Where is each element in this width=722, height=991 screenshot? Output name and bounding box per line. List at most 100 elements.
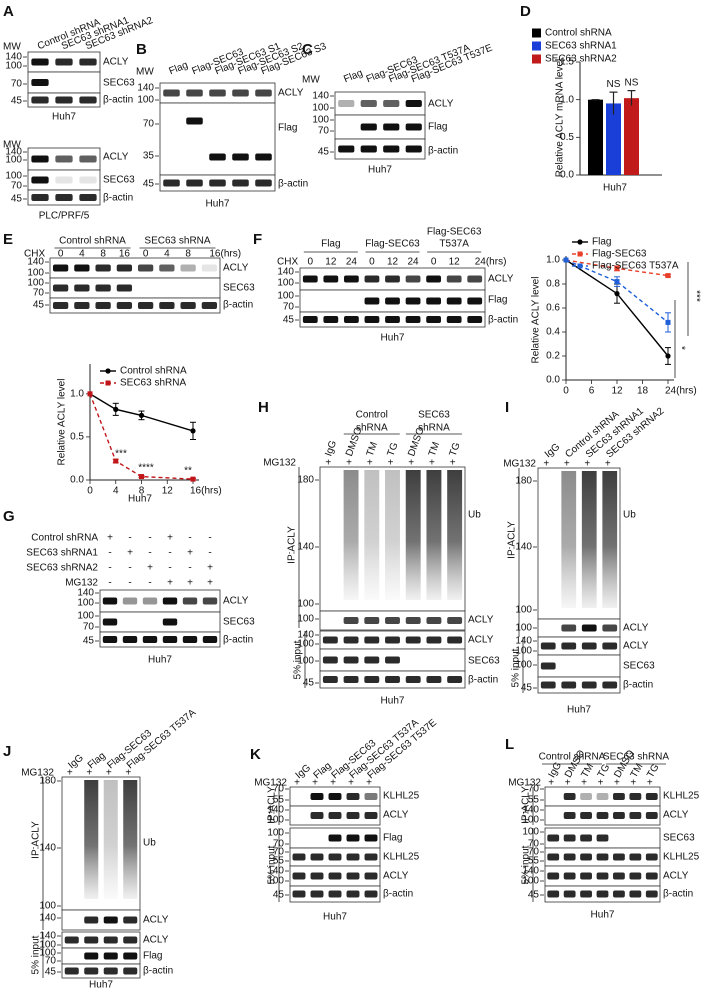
condition-mark: - (108, 548, 111, 559)
point (614, 265, 620, 271)
x-axis-label: Huh7 (128, 494, 152, 505)
significance: * (675, 346, 686, 350)
significance: *** (690, 290, 701, 302)
legend-swatch (532, 28, 541, 38)
condition-mark: + (127, 548, 133, 559)
band (346, 890, 360, 898)
band (385, 275, 400, 283)
protein-label: ACLY (663, 871, 689, 882)
condition-mark: + (167, 533, 173, 544)
band (84, 952, 99, 960)
time-label: 24 (407, 257, 419, 268)
mw-marker: 45 (33, 300, 45, 311)
mw-marker: 140 (515, 636, 532, 647)
band (180, 264, 196, 272)
band (209, 89, 226, 97)
band (563, 834, 576, 842)
band (74, 284, 90, 292)
input-label: 5% input (31, 935, 42, 974)
ub-smear (385, 470, 400, 600)
band (209, 179, 226, 187)
band (31, 79, 49, 86)
band (343, 275, 359, 283)
group-label: shRNA (356, 423, 388, 434)
band (123, 936, 138, 944)
mw-marker: 100 (39, 948, 56, 959)
band (343, 656, 359, 664)
band (613, 812, 625, 819)
band (84, 916, 99, 924)
input-label: 5% input (521, 845, 532, 884)
treatment-mark: + (366, 778, 372, 789)
band (405, 123, 422, 131)
band (122, 597, 138, 605)
mw-marker: 45 (318, 147, 330, 158)
cell-line: Huh7 (148, 655, 172, 666)
band (343, 676, 359, 683)
ip-label: IP:ACLY (287, 526, 298, 564)
mw-marker: 70 (11, 181, 23, 192)
band (102, 597, 118, 605)
band (426, 617, 442, 624)
mw-marker: 140 (77, 588, 94, 599)
group-label: T537A (439, 239, 469, 250)
band (596, 812, 609, 819)
legend-label: SEC63 shRNA1 (545, 41, 617, 52)
band (201, 264, 218, 272)
y-tick-label: 0.5 (560, 132, 574, 143)
band (364, 834, 378, 842)
band (232, 179, 249, 187)
band (159, 264, 175, 272)
protein-label: SEC63 (103, 78, 135, 89)
blot-strip (99, 611, 221, 633)
condition-label: Control shRNA (31, 533, 98, 544)
panel-letter: A (3, 3, 14, 20)
significance: NS (625, 77, 639, 88)
point (614, 291, 620, 297)
mw-marker: 140 (267, 866, 284, 877)
legend-marker (577, 251, 583, 257)
cell-line: PLC/PRF/5 (39, 211, 90, 222)
band (202, 597, 218, 605)
condition-mark: - (108, 563, 111, 574)
group-label: Control (356, 410, 388, 421)
mw-marker: 140 (137, 83, 154, 94)
band (629, 812, 642, 819)
x-tick-label: 24(hrs) (665, 386, 697, 397)
mw-marker: 140 (5, 52, 22, 63)
band (547, 853, 560, 861)
ub-smear (103, 780, 118, 899)
band (447, 617, 463, 624)
mw-marker: 140 (39, 931, 56, 942)
ub-smear (581, 471, 597, 608)
band (580, 793, 592, 800)
mw-marker: 70 (283, 302, 295, 313)
cell-line: Huh7 (206, 199, 230, 210)
ub-smear (561, 471, 577, 608)
mw-marker: 140 (515, 542, 532, 553)
legend-swatch (532, 41, 541, 51)
y-tick-label: 0.4 (546, 327, 560, 338)
mw-label: MW (302, 75, 320, 86)
panel-letter: E (3, 231, 13, 248)
band (74, 264, 90, 272)
blot-strip (99, 631, 221, 648)
x-tick-label: 18 (637, 386, 649, 397)
mw-marker: 100 (297, 599, 314, 610)
mw-marker: 140 (312, 91, 329, 102)
band (629, 890, 642, 898)
y-tick-label: 0.0 (546, 375, 560, 386)
condition-mark: - (128, 578, 131, 589)
band (310, 890, 324, 898)
band (364, 793, 378, 800)
mw-marker: 100 (522, 876, 539, 887)
treatment-mark: + (450, 458, 456, 469)
treatment-label: MG132 (503, 459, 536, 470)
band (645, 872, 658, 880)
bar (588, 99, 603, 175)
blot-strip (61, 963, 141, 979)
protein-label: KLHL25 (663, 852, 700, 863)
condition-mark: + (207, 563, 213, 574)
band (467, 275, 483, 283)
band (186, 117, 203, 125)
